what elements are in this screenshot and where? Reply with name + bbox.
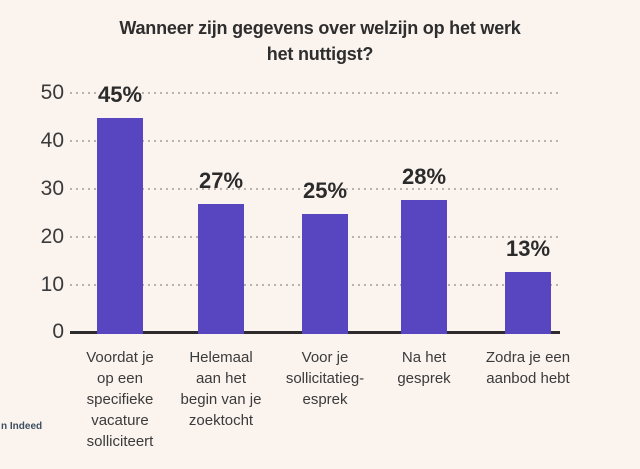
- gridline-40: [70, 140, 560, 142]
- y-tick-label-0: 0: [52, 320, 64, 343]
- y-tick-label-30: 30: [40, 177, 64, 200]
- bar-group: 28% Na het gesprek: [372, 0, 476, 469]
- bar-value-label: 25%: [302, 178, 348, 203]
- bar-value-label: 27%: [198, 168, 244, 193]
- chart-title: Wanneer zijn gegevens over welzijn op he…: [119, 18, 521, 64]
- source-attribution: n Indeed: [1, 421, 43, 432]
- y-tick-label-10: 10: [40, 273, 64, 296]
- bar: [198, 204, 244, 334]
- bar: [401, 200, 447, 334]
- x-category-label: Zodra je een aanbod hebt: [485, 349, 571, 387]
- bar-group: 13% Zodra je een aanbod hebt: [476, 0, 580, 469]
- x-category-label: Helemaal aan het begin van je zoektocht: [180, 349, 262, 429]
- x-category-label: Voordat je op een specifieke vacature so…: [86, 349, 154, 450]
- x-category-label: Voor je sollicitatieg- esprek: [285, 349, 365, 408]
- bar: [505, 272, 551, 334]
- bar-group: 45% Voordat je op een specifieke vacatur…: [68, 0, 172, 469]
- gridline-30: [70, 188, 560, 190]
- bar-value-label: 45%: [97, 82, 143, 107]
- bar: [302, 214, 348, 334]
- bar-value-label: 28%: [401, 164, 447, 189]
- bar: [97, 118, 143, 334]
- gridline-50: [70, 92, 560, 94]
- y-tick-label-40: 40: [40, 129, 64, 152]
- x-category-label: Na het gesprek: [397, 349, 451, 387]
- bar-value-label: 13%: [505, 236, 551, 261]
- y-tick-label-50: 50: [40, 81, 64, 104]
- bar-group: 27% Helemaal aan het begin van je zoekto…: [169, 0, 273, 469]
- bar-group: 25% Voor je sollicitatieg- esprek: [273, 0, 377, 469]
- y-tick-label-20: 20: [40, 225, 64, 248]
